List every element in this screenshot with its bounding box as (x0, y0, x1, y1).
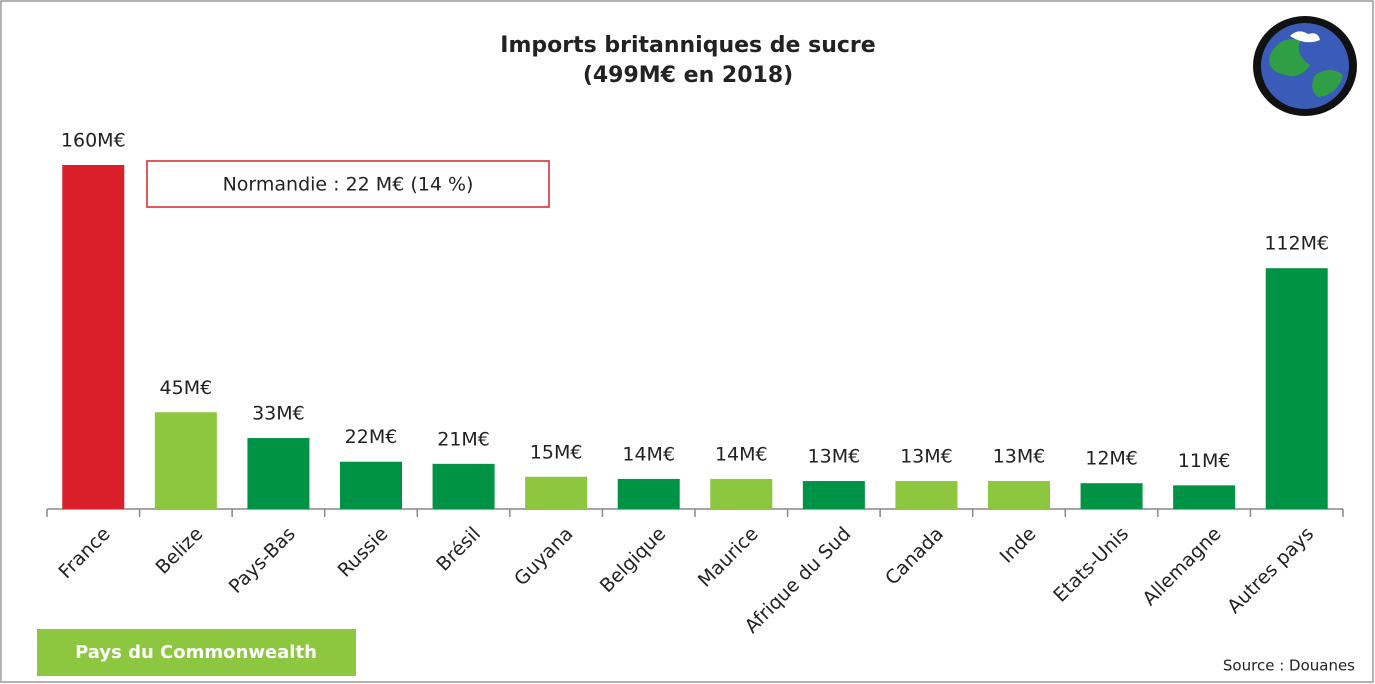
bar (1265, 268, 1328, 509)
bar (988, 481, 1050, 509)
annotation: Normandie : 22 M€ (14 %) (223, 174, 474, 196)
legend-label: Pays du Commonwealth (75, 642, 317, 663)
data-label: 160M€ (61, 130, 126, 152)
bar (432, 463, 495, 509)
globe-icon (1253, 16, 1357, 116)
bar (525, 476, 588, 509)
data-label: 13M€ (808, 446, 861, 468)
data-label: 33M€ (252, 403, 305, 425)
bar (1080, 483, 1143, 509)
bar (62, 165, 125, 509)
bar (154, 412, 217, 509)
data-label: 15M€ (530, 441, 583, 463)
data-label: 12M€ (1085, 448, 1138, 470)
data-label: 14M€ (715, 443, 768, 465)
data-label: 11M€ (1178, 450, 1231, 472)
chart-subtitle: (499M€ en 2018) (583, 63, 793, 88)
annotation-box (146, 160, 550, 208)
legend-swatch (37, 629, 356, 676)
bar (340, 461, 402, 509)
data-label: 13M€ (993, 446, 1046, 468)
chart-title: Imports britanniques de sucre (500, 33, 875, 58)
bar (617, 478, 680, 509)
bar (802, 481, 865, 509)
data-label: 22M€ (345, 426, 398, 448)
bar (247, 438, 310, 509)
source: Source : Douanes (1223, 657, 1355, 675)
bar (710, 478, 773, 509)
data-label: 112M€ (1264, 233, 1329, 255)
bar (1173, 485, 1236, 509)
data-label: 14M€ (622, 443, 675, 465)
bar (895, 481, 958, 509)
data-label: 13M€ (900, 446, 953, 468)
data-label: 21M€ (437, 428, 490, 450)
data-label: 45M€ (160, 377, 213, 399)
